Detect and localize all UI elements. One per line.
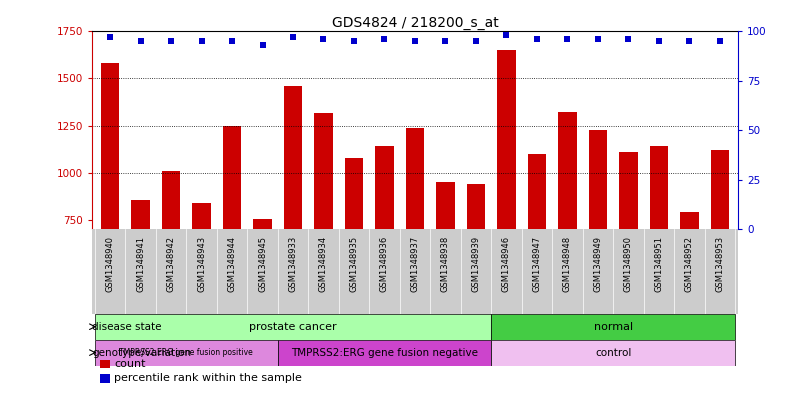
Text: GSM1348947: GSM1348947 — [532, 236, 541, 292]
Point — [286, 34, 299, 40]
Text: GSM1348939: GSM1348939 — [472, 236, 480, 292]
Text: TMPRSS2:ERG gene fusion negative: TMPRSS2:ERG gene fusion negative — [291, 347, 478, 358]
Text: GSM1348935: GSM1348935 — [350, 236, 358, 292]
Point — [196, 38, 208, 44]
Text: count: count — [114, 358, 145, 369]
Text: GSM1348944: GSM1348944 — [227, 236, 236, 292]
Bar — [492, 314, 735, 340]
Title: GDS4824 / 218200_s_at: GDS4824 / 218200_s_at — [332, 17, 498, 30]
Bar — [101, 63, 119, 229]
Text: GSM1348951: GSM1348951 — [654, 236, 663, 292]
Bar — [467, 184, 485, 229]
Bar — [406, 129, 424, 229]
Text: prostate cancer: prostate cancer — [249, 322, 337, 332]
Text: GSM1348950: GSM1348950 — [624, 236, 633, 292]
Bar — [559, 112, 576, 229]
Point — [164, 38, 177, 44]
Point — [378, 36, 391, 42]
Bar — [284, 86, 302, 229]
Text: genotype/variation: genotype/variation — [92, 347, 192, 358]
Bar — [492, 340, 735, 365]
Text: control: control — [595, 347, 631, 358]
Point — [500, 32, 513, 39]
Bar — [650, 146, 668, 229]
Point — [469, 38, 482, 44]
Point — [653, 38, 666, 44]
Bar — [619, 152, 638, 229]
Text: disease state: disease state — [92, 322, 161, 332]
Point — [713, 38, 726, 44]
Text: normal: normal — [594, 322, 633, 332]
Bar — [162, 171, 180, 229]
Bar — [254, 219, 271, 229]
Text: GSM1348941: GSM1348941 — [136, 236, 145, 292]
Point — [561, 36, 574, 42]
Bar — [192, 203, 211, 229]
Text: GSM1348948: GSM1348948 — [563, 236, 572, 292]
Text: percentile rank within the sample: percentile rank within the sample — [114, 373, 302, 383]
Point — [317, 36, 330, 42]
Bar — [95, 314, 492, 340]
Bar — [527, 154, 546, 229]
Text: GSM1348937: GSM1348937 — [410, 236, 420, 292]
Text: GSM1348934: GSM1348934 — [319, 236, 328, 292]
Text: GSM1348946: GSM1348946 — [502, 236, 511, 292]
Bar — [223, 127, 241, 229]
Text: GSM1348943: GSM1348943 — [197, 236, 206, 292]
Text: GSM1348945: GSM1348945 — [258, 236, 267, 292]
Bar — [278, 340, 492, 365]
Point — [348, 38, 361, 44]
Text: TMPRSS2:ERG gene fusion positive: TMPRSS2:ERG gene fusion positive — [120, 348, 253, 357]
Bar — [680, 212, 698, 229]
Bar — [437, 182, 455, 229]
Point — [256, 42, 269, 48]
Bar — [711, 150, 729, 229]
Point — [104, 34, 117, 40]
Text: GSM1348933: GSM1348933 — [289, 236, 298, 292]
Bar — [95, 340, 278, 365]
Text: GSM1348952: GSM1348952 — [685, 236, 694, 292]
Bar — [314, 113, 333, 229]
Point — [134, 38, 147, 44]
Text: GSM1348949: GSM1348949 — [594, 236, 602, 292]
Text: GSM1348942: GSM1348942 — [167, 236, 176, 292]
Bar — [375, 146, 393, 229]
Bar — [132, 200, 150, 229]
Bar — [497, 50, 516, 229]
Text: GSM1348953: GSM1348953 — [715, 236, 725, 292]
Text: GSM1348936: GSM1348936 — [380, 236, 389, 292]
Bar — [345, 158, 363, 229]
Point — [226, 38, 239, 44]
Point — [439, 38, 452, 44]
Text: GSM1348938: GSM1348938 — [441, 236, 450, 292]
Text: GSM1348940: GSM1348940 — [105, 236, 115, 292]
Bar — [589, 130, 607, 229]
Point — [591, 36, 604, 42]
Point — [531, 36, 543, 42]
Point — [622, 36, 634, 42]
Point — [409, 38, 421, 44]
Point — [683, 38, 696, 44]
